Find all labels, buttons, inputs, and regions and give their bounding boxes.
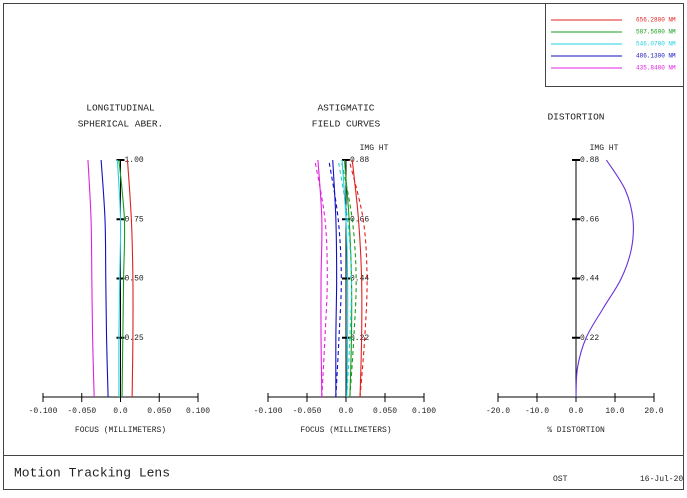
y-tick-label: 0.75 <box>125 215 144 224</box>
curve <box>317 159 323 398</box>
x-tick-label: 0.100 <box>412 407 436 416</box>
legend-label: 435.8400 NM <box>636 65 676 72</box>
x-axis-label: FOCUS (MILLIMETERS) <box>300 426 391 435</box>
curve <box>348 159 368 398</box>
x-tick-label: 0.050 <box>147 407 171 416</box>
legend-label: 656.2800 NM <box>636 17 676 24</box>
x-tick-label: 0.0 <box>113 407 128 416</box>
x-tick-label: -0.100 <box>29 407 58 416</box>
curve <box>337 159 353 398</box>
y-tick-label: 1.00 <box>125 156 144 165</box>
curve <box>351 159 363 398</box>
x-tick-label: 0.0 <box>339 407 354 416</box>
curve <box>575 159 634 398</box>
chart-title: FIELD CURVES <box>312 119 381 130</box>
y-tick-label: 0.66 <box>580 215 599 224</box>
y-tick-label: 0.22 <box>350 334 369 343</box>
y-tick-label: 0.22 <box>580 334 599 343</box>
y-tick-label: 0.25 <box>125 334 144 343</box>
x-tick-label: -10.0 <box>525 407 549 416</box>
chart-title: LONGITUDINAL <box>86 103 155 114</box>
chart-title: DISTORTION <box>547 112 604 123</box>
x-tick-label: -0.100 <box>254 407 283 416</box>
curve <box>343 159 353 398</box>
legend-label: 546.0700 NM <box>636 41 676 48</box>
x-tick-label: 10.0 <box>605 407 624 416</box>
x-tick-label: -20.0 <box>486 407 510 416</box>
curve <box>100 159 109 398</box>
company: OST <box>553 475 568 484</box>
curve <box>314 159 328 398</box>
curve <box>328 159 342 398</box>
x-tick-label: 20.0 <box>644 407 663 416</box>
y-tick-label: 0.66 <box>350 215 369 224</box>
curve <box>116 159 122 398</box>
x-axis-label: % DISTORTION <box>547 426 605 435</box>
y-tick-label: 0.50 <box>125 275 144 284</box>
x-tick-label: 0.100 <box>186 407 210 416</box>
x-tick-label: 0.050 <box>373 407 397 416</box>
y-axis-label: IMG HT <box>590 144 619 153</box>
legend-label: 486.1300 NM <box>636 53 676 60</box>
curve <box>340 159 357 398</box>
curve <box>126 159 134 398</box>
x-axis-label: FOCUS (MILLIMETERS) <box>75 426 166 435</box>
y-tick-label: 0.88 <box>350 156 369 165</box>
date: 16-Jul-20 <box>640 475 683 484</box>
y-axis-label: IMG HT <box>360 144 389 153</box>
x-tick-label: -0.050 <box>293 407 322 416</box>
curve <box>118 159 126 398</box>
curve <box>332 159 338 398</box>
y-tick-label: 0.88 <box>580 156 599 165</box>
x-tick-label: -0.050 <box>67 407 96 416</box>
chart-title: SPHERICAL ABER. <box>78 119 164 130</box>
chart-title: ASTIGMATIC <box>317 103 374 114</box>
footer-frame <box>3 455 684 490</box>
lens-title: Motion Tracking Lens <box>14 465 170 480</box>
legend-label: 587.5600 NM <box>636 29 676 36</box>
x-tick-label: 0.0 <box>569 407 584 416</box>
y-tick-label: 0.44 <box>580 275 599 284</box>
legend-frame <box>545 3 684 87</box>
y-tick-label: 0.44 <box>350 275 369 284</box>
curve <box>87 159 95 398</box>
